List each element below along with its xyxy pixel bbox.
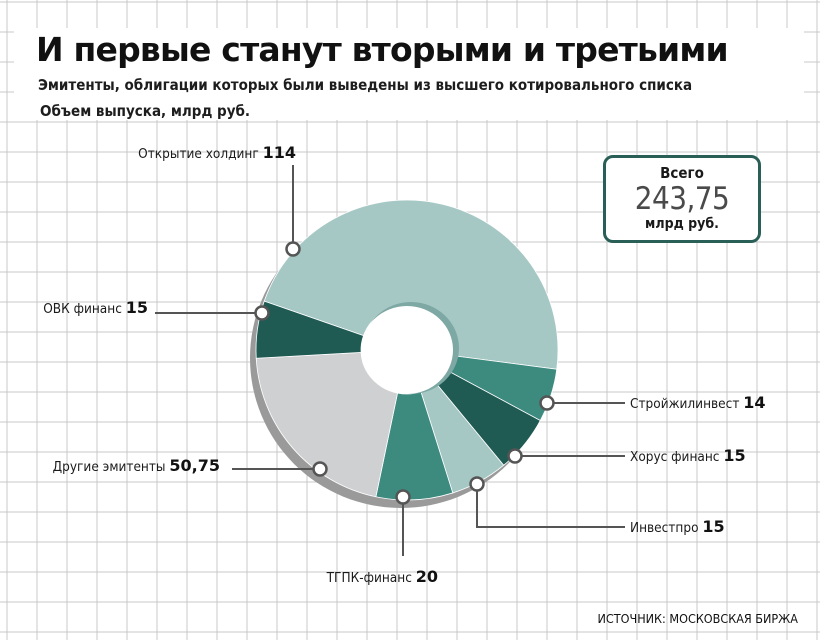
slice-label: Стройжилинвест 14	[630, 393, 766, 412]
slice-label: Другие эмитенты 50,75	[53, 456, 220, 475]
callout-dot	[254, 305, 270, 321]
source-note: ИСТОЧНИК: МОСКОВСКАЯ БИРЖА	[597, 611, 799, 626]
header-band	[14, 28, 804, 120]
slice-labels: Открытие холдинг 114 Стройжилинвест 14 Хор…	[43, 143, 765, 586]
slice-name: Хорус финанс	[630, 449, 723, 465]
slice-label: ОВК финанс 15	[43, 298, 148, 317]
chart-title: И первые станут вторыми и третьими	[36, 30, 729, 69]
slice-value: 15	[126, 298, 148, 317]
slice-label: Инвестпро 15	[630, 517, 725, 536]
callout-dot	[469, 476, 485, 492]
callout-dot	[539, 395, 555, 411]
total-unit: млрд руб.	[645, 216, 719, 232]
slice-name: ОВК финанс	[43, 301, 126, 317]
callout-dot	[507, 448, 523, 464]
slice-value: 50,75	[169, 456, 220, 475]
chart-subtitle: Эмитенты, облигации которых были выведен…	[38, 76, 693, 94]
slice-label: Хорус финанс 15	[630, 446, 746, 465]
donut-slices	[250, 199, 559, 508]
callout-dot	[395, 489, 411, 505]
total-box: Всего 243,75 млрд руб.	[603, 155, 761, 243]
total-value: 243,75	[634, 181, 730, 217]
slice-value: 114	[263, 143, 296, 162]
callout-dot	[285, 241, 301, 257]
slice-name: ТГПК-финанс	[326, 570, 416, 586]
slice-value: 15	[702, 517, 724, 536]
slice-name: Инвестпро	[630, 520, 702, 536]
total-label: Всего	[660, 164, 704, 182]
leader-line	[476, 484, 625, 528]
slice-value: 20	[416, 567, 438, 586]
leader-lines	[155, 165, 625, 556]
callout-dot	[312, 461, 328, 477]
slice-label: ТГПК-финанс 20	[326, 567, 438, 586]
slice-label: Открытие холдинг 114	[138, 143, 296, 162]
slice-name: Открытие холдинг	[138, 146, 262, 162]
unit-label: Объем выпуска, млрд руб.	[40, 102, 251, 120]
slice-name: Стройжилинвест	[630, 396, 743, 412]
slice-value: 14	[743, 393, 765, 412]
donut-hole	[361, 306, 453, 394]
slice-name: Другие эмитенты	[53, 459, 170, 475]
slice-value: 15	[723, 446, 745, 465]
